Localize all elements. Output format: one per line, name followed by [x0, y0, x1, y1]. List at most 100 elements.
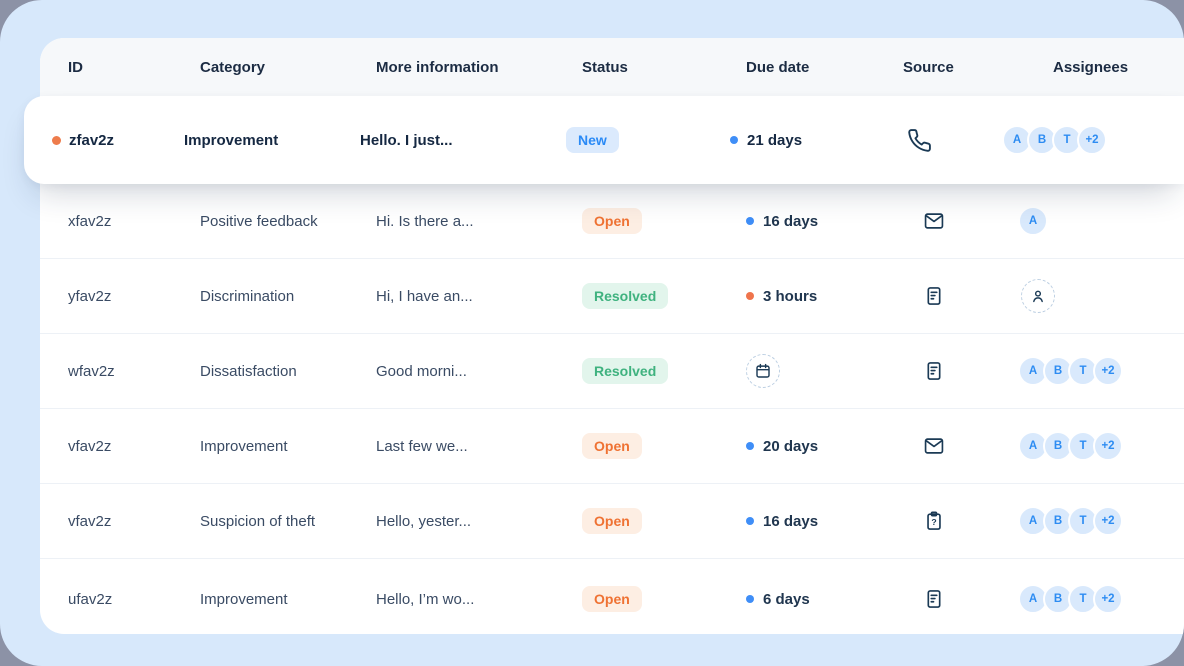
ticket-due-date: 6 days — [746, 591, 903, 608]
ticket-id-cell: wfav2z — [68, 363, 200, 380]
phone-icon — [908, 128, 931, 152]
ticket-due-date — [746, 354, 903, 388]
due-date-text: 21 days — [747, 131, 803, 149]
ticket-due-date: 21 days — [730, 132, 887, 149]
ticket-source-cell — [903, 285, 1015, 307]
column-header-source[interactable]: Source — [903, 58, 954, 76]
ticket-id: vfav2z — [68, 437, 112, 455]
table-row[interactable]: xfav2z Positive feedback Hi. Is there a...… — [40, 184, 1184, 258]
ticket-category: Positive feedback — [200, 212, 318, 230]
ticket-id: xfav2z — [68, 212, 112, 230]
note-icon — [927, 590, 941, 608]
unread-dot — [52, 135, 61, 145]
ticket-due-date: 16 days — [746, 213, 903, 230]
column-header-status[interactable]: Status — [582, 58, 628, 76]
ticket-category: Improvement — [184, 131, 279, 149]
ticket-due-date: 20 days — [746, 438, 903, 455]
set-due-date-button[interactable] — [746, 354, 780, 388]
due-date-text: 16 days — [763, 512, 819, 530]
ticket-id: zfav2z — [69, 131, 115, 149]
ticket-category: Discrimination — [200, 287, 295, 305]
due-date-dot — [746, 595, 754, 603]
column-header-assignees[interactable]: Assignees — [1053, 58, 1129, 76]
assignees-group: A B T +2 — [1015, 584, 1184, 614]
assignees-group: A — [1015, 206, 1184, 236]
assignee-overflow-badge[interactable]: +2 — [1093, 506, 1123, 536]
table-row[interactable]: wfav2z Dissatisfaction Good morni... Resolv… — [40, 333, 1184, 408]
status-badge: Open — [582, 432, 642, 460]
clipboard-question-icon: ? — [927, 511, 941, 530]
ticket-id-cell: vfav2z — [68, 513, 200, 530]
assignees-group: A B T +2 — [1015, 506, 1184, 536]
due-date-dot — [746, 442, 754, 450]
status-badge: New — [566, 126, 619, 154]
ticket-status-cell: New — [566, 126, 730, 154]
status-badge: Open — [582, 507, 642, 535]
due-date-dot — [746, 292, 754, 300]
column-header-category[interactable]: Category — [200, 58, 266, 76]
assign-user-button[interactable] — [1021, 279, 1055, 313]
due-date-text: 16 days — [763, 212, 819, 230]
ticket-due-date: 3 hours — [746, 288, 903, 305]
ticket-status-cell: Resolved — [582, 357, 746, 385]
assignee-overflow-badge[interactable]: +2 — [1093, 356, 1123, 386]
note-icon — [927, 287, 941, 305]
ticket-id-cell: zfav2z — [52, 132, 184, 149]
ticket-id: ufav2z — [68, 590, 113, 608]
table-row[interactable]: vfav2z Improvement Last few we... Open 20 da… — [40, 408, 1184, 483]
ticket-id: vfav2z — [68, 512, 112, 530]
ticket-more-information: Hello, yester... — [376, 512, 472, 530]
due-date-text: 6 days — [763, 590, 810, 608]
column-header-info[interactable]: More information — [376, 58, 499, 76]
ticket-source-cell — [903, 588, 1015, 610]
ticket-source-cell — [903, 210, 1015, 232]
ticket-more-information: Hi, I have an... — [376, 287, 473, 305]
assignee-overflow-badge[interactable]: +2 — [1093, 431, 1123, 461]
ticket-id-cell: xfav2z — [68, 213, 200, 230]
status-badge: Resolved — [582, 357, 669, 385]
note-icon — [927, 362, 941, 380]
table-header: ID Category More information Status Due date… — [40, 38, 1184, 96]
ticket-status-cell: Open — [582, 207, 746, 235]
assignee-avatar[interactable]: A — [1018, 206, 1048, 236]
ticket-more-information: Hi. Is there a... — [376, 212, 474, 230]
ticket-id-cell: ufav2z — [68, 591, 200, 608]
due-date-dot — [746, 517, 754, 525]
due-date-dot — [730, 136, 738, 144]
table-row[interactable]: ufav2z Improvement Hello, I’m wo... Open 6 d… — [40, 558, 1184, 639]
column-header-due[interactable]: Due date — [746, 58, 810, 76]
ticket-status-cell: Open — [582, 585, 746, 613]
ticket-id-cell: yfav2z — [68, 288, 200, 305]
ticket-more-information: Hello. I just... — [360, 131, 453, 149]
assignees-group: A B T +2 — [1015, 431, 1184, 461]
mail-icon — [924, 213, 944, 229]
due-date-dot — [746, 217, 754, 225]
status-badge: Open — [582, 207, 642, 235]
ticket-source-cell — [903, 360, 1015, 382]
person-icon — [1033, 290, 1043, 303]
ticket-more-information: Hello, I’m wo... — [376, 590, 475, 608]
column-header-id[interactable]: ID — [68, 58, 83, 76]
assignees-group: A B T +2 — [999, 125, 1184, 155]
status-badge: Resolved — [582, 282, 669, 310]
ticket-source-cell — [887, 128, 999, 153]
ticket-category: Improvement — [200, 437, 288, 455]
ticket-more-information: Good morni... — [376, 362, 467, 380]
assignee-overflow-badge[interactable]: +2 — [1093, 584, 1123, 614]
ticket-id: yfav2z — [68, 287, 112, 305]
ticket-category: Improvement — [200, 590, 288, 608]
ticket-due-date: 16 days — [746, 513, 903, 530]
status-badge: Open — [582, 585, 642, 613]
assignee-overflow-badge[interactable]: +2 — [1077, 125, 1107, 155]
table-row[interactable]: vfav2z Suspicion of theft Hello, yester...… — [40, 483, 1184, 558]
ticket-id: wfav2z — [68, 362, 115, 380]
ticket-id-cell: vfav2z — [68, 438, 200, 455]
due-date-text: 20 days — [763, 437, 819, 455]
table-row[interactable]: yfav2z Discrimination Hi, I have an... Reso… — [40, 258, 1184, 333]
ticket-more-information: Last few we... — [376, 437, 468, 455]
mail-icon — [924, 438, 944, 454]
table-row-selected[interactable]: zfav2z Improvement Hello. I just... New 21 d… — [24, 96, 1184, 184]
ticket-category: Dissatisfaction — [200, 362, 297, 380]
ticket-source-cell — [903, 435, 1015, 457]
